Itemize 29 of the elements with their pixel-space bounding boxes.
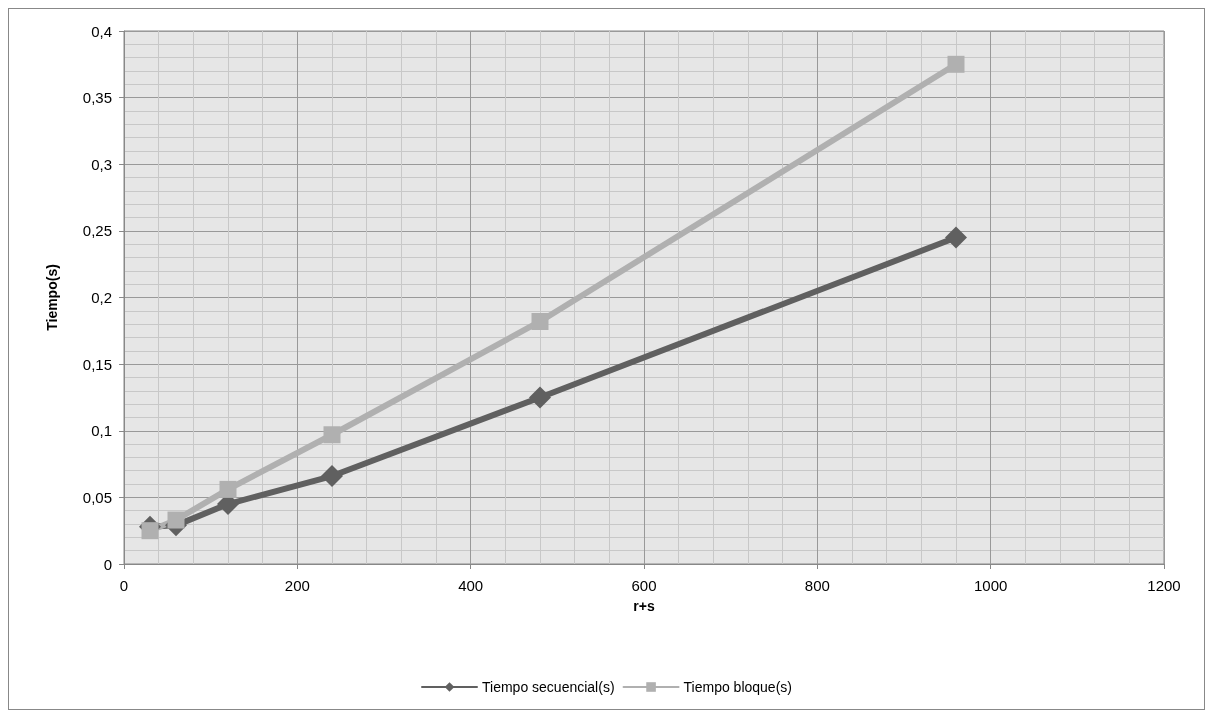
x-tick-label: 800 <box>804 577 830 594</box>
y-tick-label: 0,3 <box>91 155 112 173</box>
point <box>947 55 965 73</box>
point <box>141 522 159 540</box>
legend-label: Tiempo secuencial(s) <box>482 679 615 695</box>
x-axis-title: r+s <box>633 598 655 614</box>
x-tick-label: 400 <box>458 577 484 594</box>
point <box>945 226 967 249</box>
y-tick-label: 0,05 <box>82 488 112 506</box>
y-tick-label: 0,2 <box>91 289 112 306</box>
x-tick-label: 200 <box>284 577 310 594</box>
y-tick-label: 0,4 <box>91 22 112 40</box>
y-tick-label: 0,1 <box>91 422 112 440</box>
point <box>529 386 551 409</box>
x-tick-label: 1000 <box>973 577 1008 594</box>
y-tick-label: 0,25 <box>82 222 112 240</box>
x-tick-label: 0 <box>119 577 129 594</box>
point <box>167 511 185 529</box>
x-tick-label: 600 <box>631 577 657 594</box>
point <box>219 480 237 498</box>
y-tick-label: 0,35 <box>82 89 112 107</box>
y-tick-label: 0,15 <box>82 355 112 373</box>
y-axis-title: Tiempo(s) <box>44 264 60 331</box>
y-tick-label: 0 <box>103 555 112 573</box>
point <box>531 312 549 330</box>
point <box>321 465 343 488</box>
legend-label: Tiempo bloque(s) <box>683 679 792 695</box>
point <box>323 426 341 444</box>
x-tick-label: 1200 <box>1147 577 1181 594</box>
